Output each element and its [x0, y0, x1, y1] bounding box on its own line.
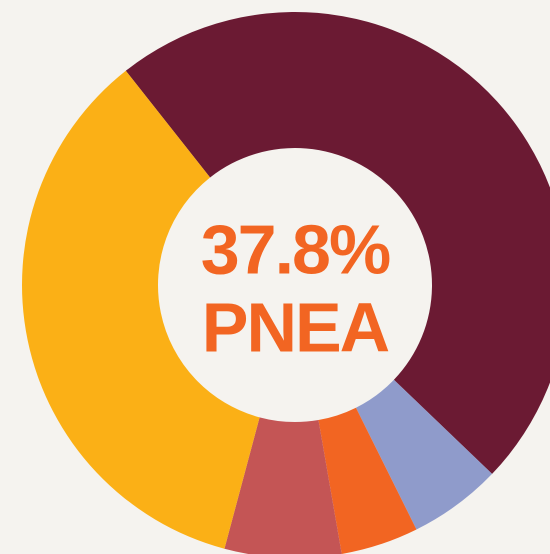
slices — [22, 12, 550, 554]
center-value: 37.8% — [201, 210, 390, 288]
center-label: PNEA — [202, 288, 389, 366]
slice — [22, 70, 260, 549]
slice — [224, 417, 342, 554]
slice — [125, 12, 550, 474]
slice — [318, 407, 417, 554]
slice — [355, 379, 493, 530]
